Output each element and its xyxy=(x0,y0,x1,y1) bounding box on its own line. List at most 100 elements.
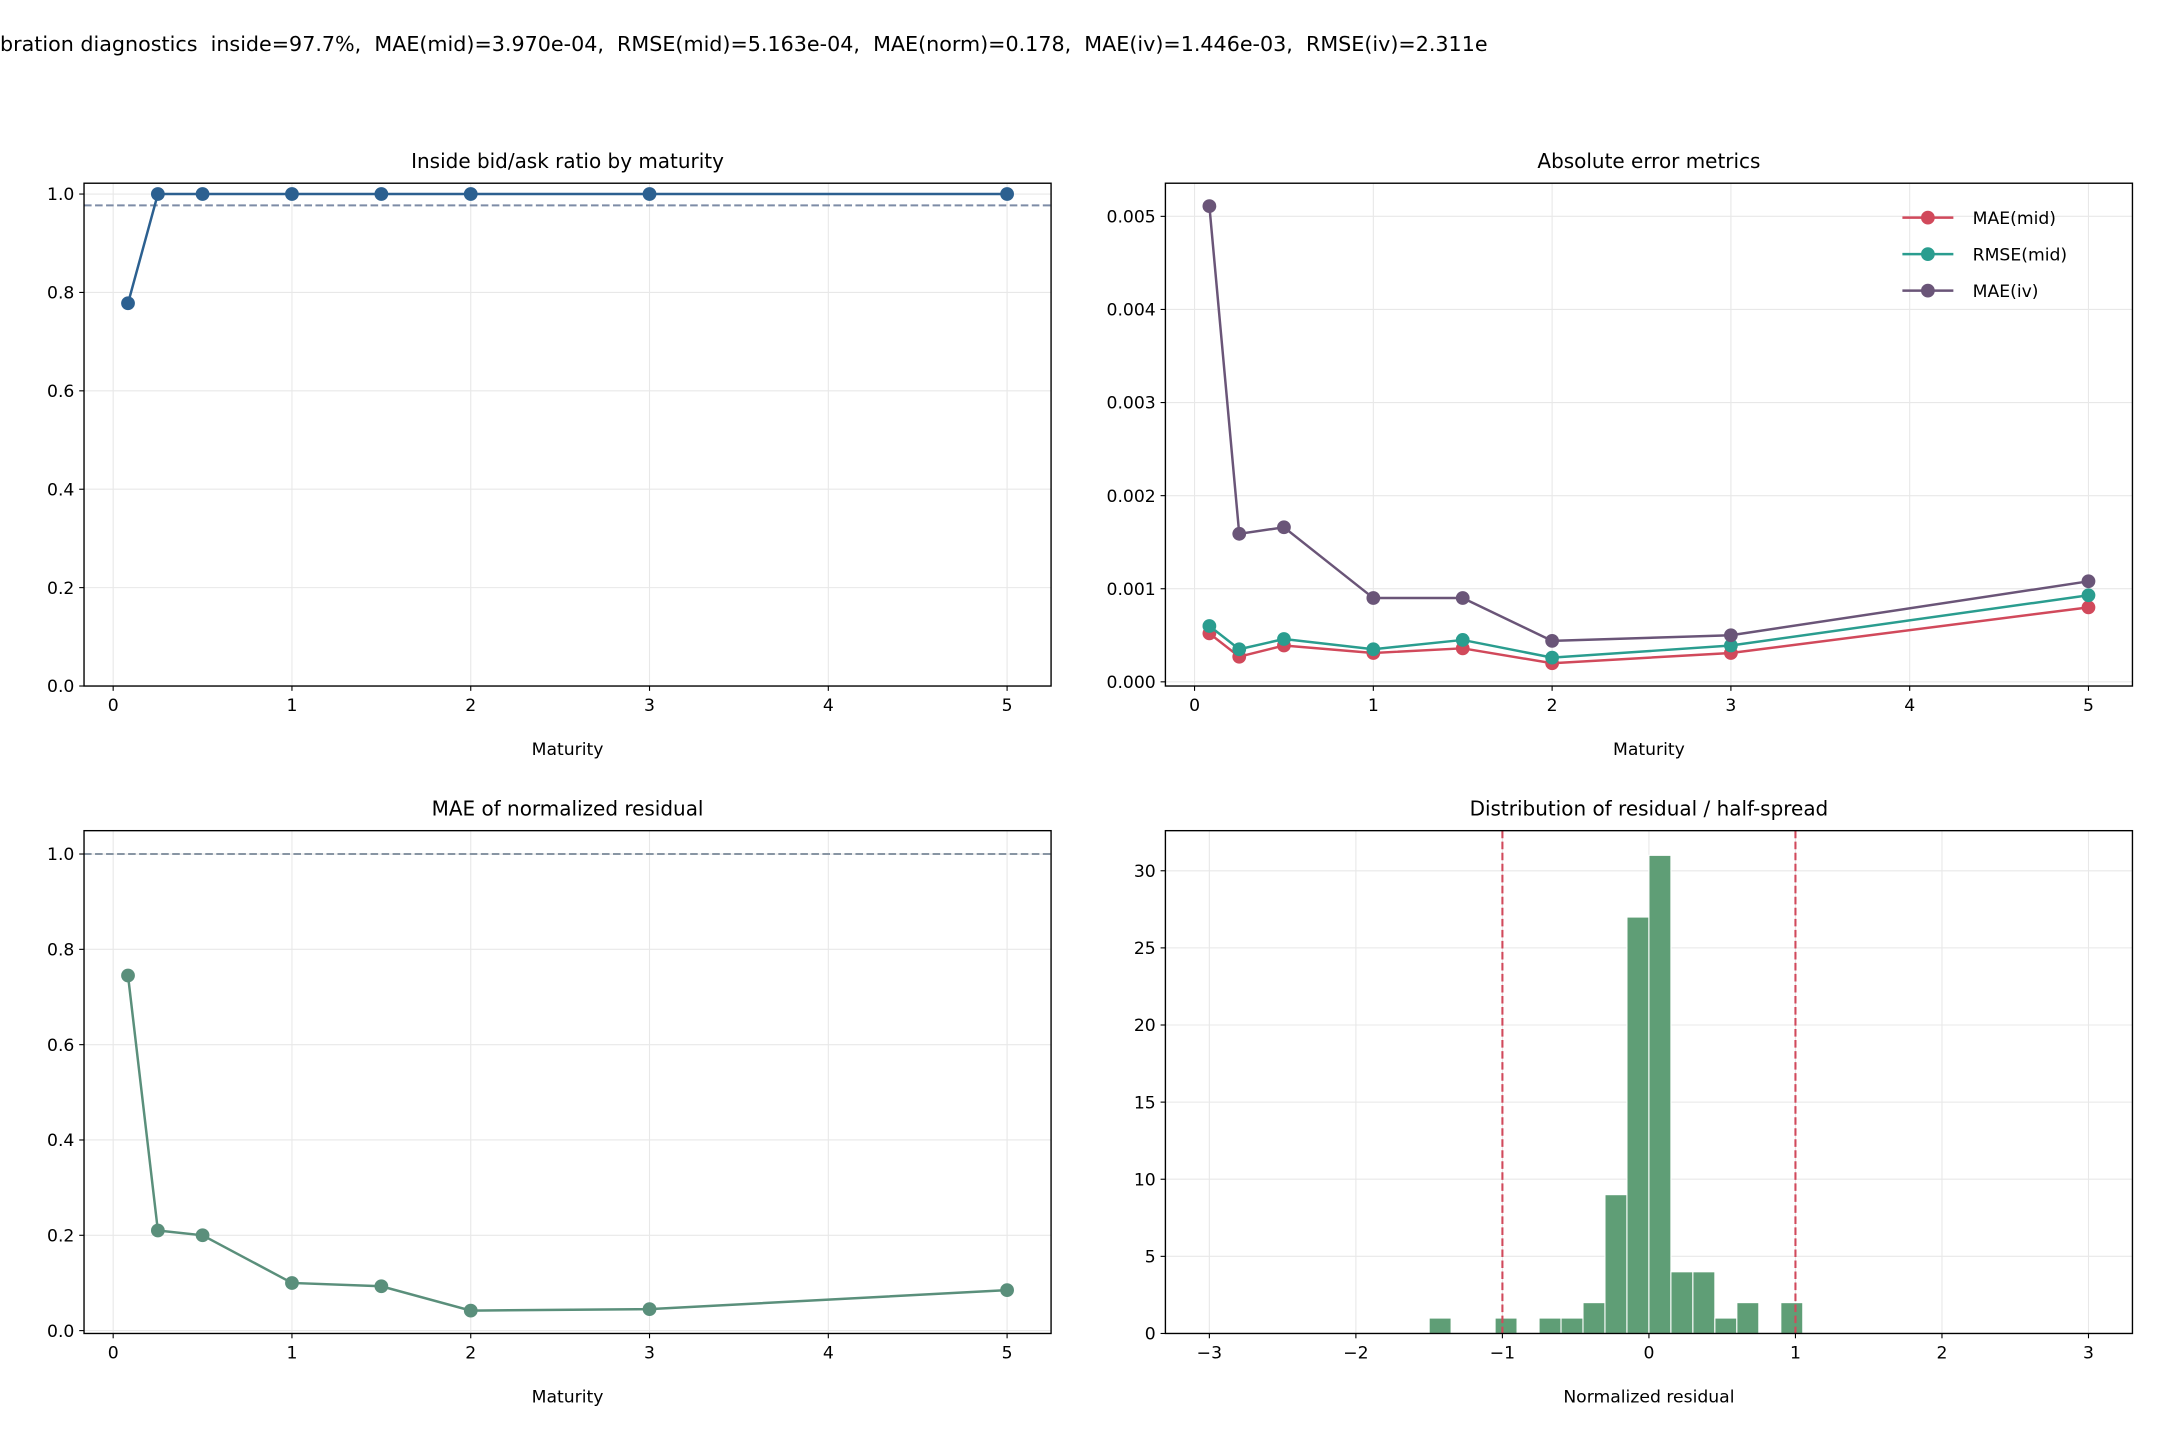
chart-title: Distribution of residual / half-spread xyxy=(1470,797,1829,821)
y-tick-label: 0.8 xyxy=(47,941,74,961)
data-point xyxy=(121,296,135,311)
data-point xyxy=(374,187,389,201)
histogram-bar xyxy=(1582,1302,1606,1335)
legend-label: MAE(mid) xyxy=(1973,209,2056,229)
y-tick-label: 0.2 xyxy=(47,579,74,599)
x-tick-label: −2 xyxy=(1343,1343,1368,1363)
data-point xyxy=(463,187,478,201)
x-tick-label: 5 xyxy=(1002,696,1013,716)
data-point xyxy=(1455,591,1470,605)
data-point xyxy=(1000,1283,1014,1297)
data-point xyxy=(2081,574,2096,589)
axes-frame xyxy=(1164,182,2134,687)
y-tick-label: 0.4 xyxy=(47,480,74,500)
y-tick-label: 0.6 xyxy=(47,382,74,402)
data-point xyxy=(1202,199,1217,214)
y-tick-label: 1.0 xyxy=(47,845,74,865)
y-tick-label: 0.004 xyxy=(1107,301,1156,321)
legend-label: RMSE(mid) xyxy=(1973,245,2067,265)
data-point xyxy=(1366,642,1381,657)
x-tick-label: 0 xyxy=(108,1343,119,1363)
y-tick-label: 0.000 xyxy=(1107,673,1156,693)
y-tick-label: 0.4 xyxy=(47,1131,74,1151)
x-tick-label: 4 xyxy=(823,696,834,716)
axes-frame xyxy=(83,182,1052,687)
x-tick-label: 5 xyxy=(2083,696,2094,716)
y-tick-label: 0.2 xyxy=(47,1226,74,1246)
histogram-bar xyxy=(1538,1317,1562,1335)
x-tick-label: 2 xyxy=(1936,1343,1947,1363)
data-point xyxy=(463,1303,478,1318)
data-point xyxy=(1455,633,1470,647)
y-tick-label: 25 xyxy=(1134,939,1156,959)
histogram-bar xyxy=(1736,1302,1760,1335)
axes-frame xyxy=(83,829,1052,1335)
chart-title: MAE of normalized residual xyxy=(432,797,704,821)
series-line-MAE(iv) xyxy=(1208,206,2089,643)
y-tick-label: 0.001 xyxy=(1107,580,1156,600)
y-tick-label: 10 xyxy=(1134,1170,1156,1190)
histogram-bar xyxy=(1648,854,1672,1335)
x-tick-label: 3 xyxy=(1725,696,1736,716)
chart-panel-2: 0 1 2 3 4 5 0.000 0.001 0.002 0.003 0.004 0.005 Abso… xyxy=(1107,149,2134,760)
y-tick-label: 0.8 xyxy=(47,284,74,304)
data-point xyxy=(1277,520,1291,535)
y-tick-label: 0.003 xyxy=(1107,394,1156,414)
data-point xyxy=(642,187,657,201)
x-tick-label: 1 xyxy=(286,696,297,716)
histogram-bar xyxy=(1626,916,1650,1335)
data-point xyxy=(1724,638,1738,653)
data-point xyxy=(1545,650,1560,665)
histogram-bar xyxy=(1560,1317,1584,1335)
data-point xyxy=(1366,591,1381,605)
x-tick-label: 4 xyxy=(1904,696,1915,716)
data-point xyxy=(2081,588,2096,603)
data-point xyxy=(374,1279,389,1294)
chart-panel-1: 0 1 2 3 4 5 0.0 0.2 0.4 0.6 0.8 1.0 Inside bid/ask r… xyxy=(47,149,1052,760)
histogram-bar xyxy=(1692,1271,1716,1335)
data-point xyxy=(150,1223,165,1238)
y-tick-label: 0.0 xyxy=(47,1322,74,1342)
x-tick-label: 0 xyxy=(1643,1343,1654,1363)
series-line-RMSE(mid) xyxy=(1208,594,2089,659)
histogram-bar xyxy=(1714,1317,1738,1335)
data-point xyxy=(195,1228,210,1243)
data-point xyxy=(1232,642,1247,657)
series-line-data xyxy=(126,192,1008,304)
y-tick-label: 0.0 xyxy=(47,677,74,697)
x-tick-label: 2 xyxy=(465,696,476,716)
x-axis-label: Normalized residual xyxy=(1563,1387,1734,1407)
data-point xyxy=(1724,628,1738,643)
data-point xyxy=(285,187,299,201)
y-tick-label: 0.6 xyxy=(47,1036,74,1056)
data-point xyxy=(2081,600,2096,615)
histogram-bar xyxy=(1428,1317,1452,1335)
histogram-bar xyxy=(1780,1302,1804,1335)
x-tick-label: 1 xyxy=(1368,696,1379,716)
x-tick-label: 1 xyxy=(286,1343,297,1363)
x-axis-label: Maturity xyxy=(532,740,604,760)
series-line-MAE(mid) xyxy=(1208,606,2089,665)
chart-panel-3: 0 1 2 3 4 5 0.0 0.2 0.4 0.6 0.8 1.0 MAE of normalize… xyxy=(47,797,1052,1407)
histogram-bar xyxy=(1670,1271,1694,1335)
y-tick-label: 1.0 xyxy=(47,185,74,205)
x-axis-label: Maturity xyxy=(532,1387,604,1407)
legend-marker xyxy=(1920,210,1935,225)
legend-marker xyxy=(1920,283,1935,298)
legend-label: MAE(iv) xyxy=(1973,282,2039,302)
histogram-bar xyxy=(1494,1317,1518,1335)
y-tick-label: 15 xyxy=(1134,1093,1156,1113)
x-tick-label: 2 xyxy=(465,1343,476,1363)
y-tick-label: 30 xyxy=(1134,862,1156,882)
data-point xyxy=(195,187,210,201)
data-point xyxy=(150,187,165,201)
x-tick-label: 3 xyxy=(644,1343,655,1363)
x-tick-label: 3 xyxy=(644,696,655,716)
data-point xyxy=(642,1302,657,1317)
data-point xyxy=(1202,619,1217,633)
x-tick-label: −3 xyxy=(1197,1343,1222,1363)
x-tick-label: 5 xyxy=(1002,1343,1013,1363)
chart-title: Absolute error metrics xyxy=(1537,149,1760,173)
y-tick-label: 20 xyxy=(1134,1016,1156,1036)
